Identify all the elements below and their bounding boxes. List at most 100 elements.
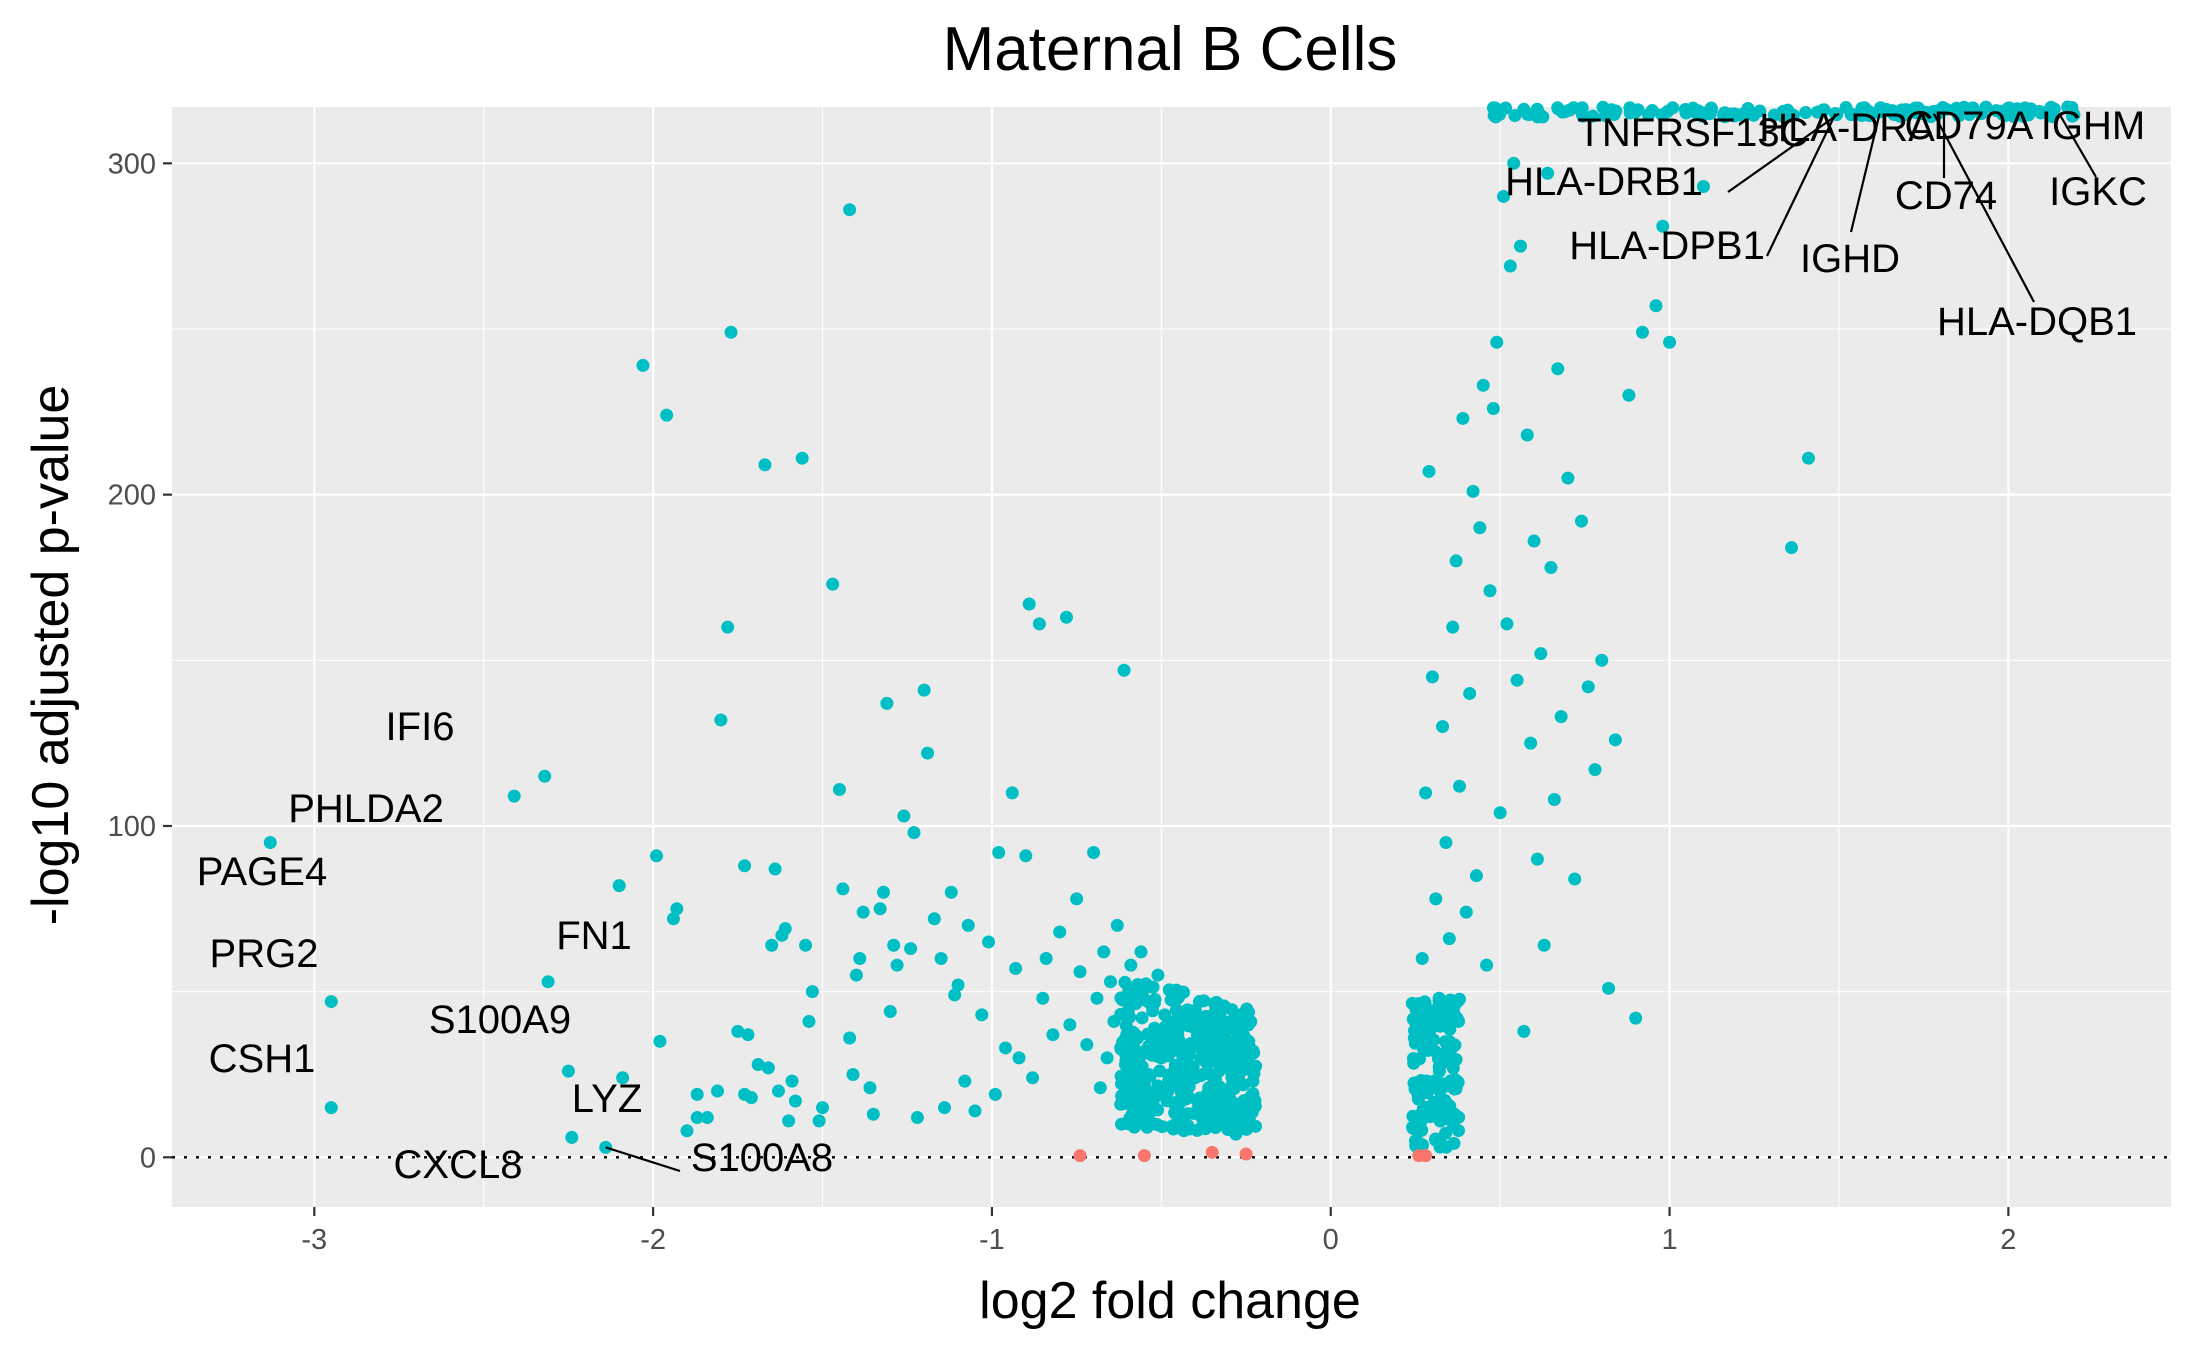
data-point xyxy=(1490,335,1504,349)
data-point xyxy=(802,1014,816,1028)
data-point xyxy=(1195,1107,1209,1121)
data-point xyxy=(765,938,779,952)
data-point xyxy=(1449,554,1463,568)
data-point xyxy=(904,942,918,956)
data-point xyxy=(1169,1003,1183,1017)
data-point xyxy=(982,935,996,949)
data-point xyxy=(1438,1093,1452,1107)
data-point xyxy=(843,203,857,217)
gene-label: IFI6 xyxy=(386,705,455,749)
y-tick-label: 100 xyxy=(108,811,156,843)
leader-line xyxy=(1727,112,1840,193)
data-point xyxy=(1022,597,1036,611)
data-point xyxy=(1607,108,1621,122)
data-point xyxy=(1127,1120,1141,1134)
data-point xyxy=(1503,259,1517,273)
data-point xyxy=(1649,299,1663,313)
annotation-leaders xyxy=(605,112,2097,1173)
data-point xyxy=(1554,710,1568,724)
data-point xyxy=(1097,945,1111,959)
data-point xyxy=(1507,156,1521,170)
data-point xyxy=(1473,521,1487,535)
data-point xyxy=(1718,110,1732,124)
data-point xyxy=(1165,1031,1178,1045)
data-point xyxy=(1110,918,1124,932)
data-point xyxy=(1151,968,1165,982)
data-point xyxy=(1214,1012,1228,1026)
data-point xyxy=(1524,736,1538,750)
data-point xyxy=(826,577,840,591)
data-point xyxy=(2020,102,2034,116)
data-point xyxy=(1232,1097,1246,1111)
data-point xyxy=(1522,108,1536,122)
data-point xyxy=(853,952,867,966)
data-point xyxy=(1104,975,1118,989)
data-point xyxy=(1407,1056,1421,1070)
data-point xyxy=(1476,378,1490,392)
data-point xyxy=(937,1101,951,1115)
data-point xyxy=(778,922,792,936)
data-point xyxy=(1438,1035,1452,1049)
data-point xyxy=(1175,1058,1189,1072)
data-point xyxy=(1419,1149,1433,1163)
data-point xyxy=(1568,872,1582,886)
gene-label: PRG2 xyxy=(210,932,319,976)
data-point xyxy=(1439,1140,1453,1154)
data-point xyxy=(1190,1123,1204,1137)
x-tick-label: 2 xyxy=(2000,1224,2016,1256)
data-point xyxy=(1695,109,1709,123)
data-point xyxy=(1188,1071,1202,1085)
data-point xyxy=(1785,541,1799,555)
data-point xyxy=(866,1107,880,1121)
data-point xyxy=(975,1008,989,1022)
data-point xyxy=(1186,1060,1200,1074)
data-point xyxy=(1446,620,1460,634)
data-point xyxy=(1168,1098,1182,1112)
data-point xyxy=(1415,952,1429,966)
data-point xyxy=(1059,610,1073,624)
data-point xyxy=(1421,1025,1435,1039)
data-point xyxy=(988,1087,1002,1101)
data-point xyxy=(1544,561,1558,575)
data-point xyxy=(1053,925,1067,939)
data-point xyxy=(768,862,782,876)
data-point xyxy=(1407,1024,1421,1038)
data-point xyxy=(927,912,941,926)
gene-label: CD79A xyxy=(1905,104,2034,148)
data-point xyxy=(612,879,626,893)
data-point xyxy=(958,1074,972,1088)
data-point xyxy=(836,882,850,896)
data-point xyxy=(1574,514,1588,528)
data-point xyxy=(1148,1021,1162,1035)
data-point xyxy=(1433,1114,1447,1128)
data-point xyxy=(1144,1104,1158,1118)
data-point xyxy=(897,809,911,823)
data-point xyxy=(1202,1081,1216,1095)
data-point xyxy=(744,1091,758,1105)
data-point xyxy=(538,769,552,783)
data-point xyxy=(1154,1051,1168,1065)
data-point xyxy=(948,988,962,1002)
data-point xyxy=(771,1084,785,1098)
data-point xyxy=(1666,101,1680,115)
data-point xyxy=(324,1101,338,1115)
data-point xyxy=(1656,219,1670,233)
gridlines xyxy=(172,107,2171,1207)
data-point xyxy=(1181,1091,1195,1105)
data-point xyxy=(1622,388,1636,402)
data-point xyxy=(1150,1118,1164,1132)
data-point xyxy=(1776,105,1790,119)
data-point xyxy=(1459,905,1473,919)
data-point xyxy=(1436,720,1450,734)
data-point xyxy=(1080,1038,1094,1052)
data-point xyxy=(992,845,1006,859)
data-point xyxy=(1463,686,1477,700)
data-point xyxy=(1118,1046,1132,1060)
data-point xyxy=(1215,1094,1229,1108)
y-tick-label: 300 xyxy=(108,148,156,180)
data-point xyxy=(910,1111,924,1125)
data-point xyxy=(1127,1061,1141,1075)
data-point xyxy=(1162,1068,1176,1082)
data-point xyxy=(1874,104,1888,118)
data-point xyxy=(785,1074,799,1088)
